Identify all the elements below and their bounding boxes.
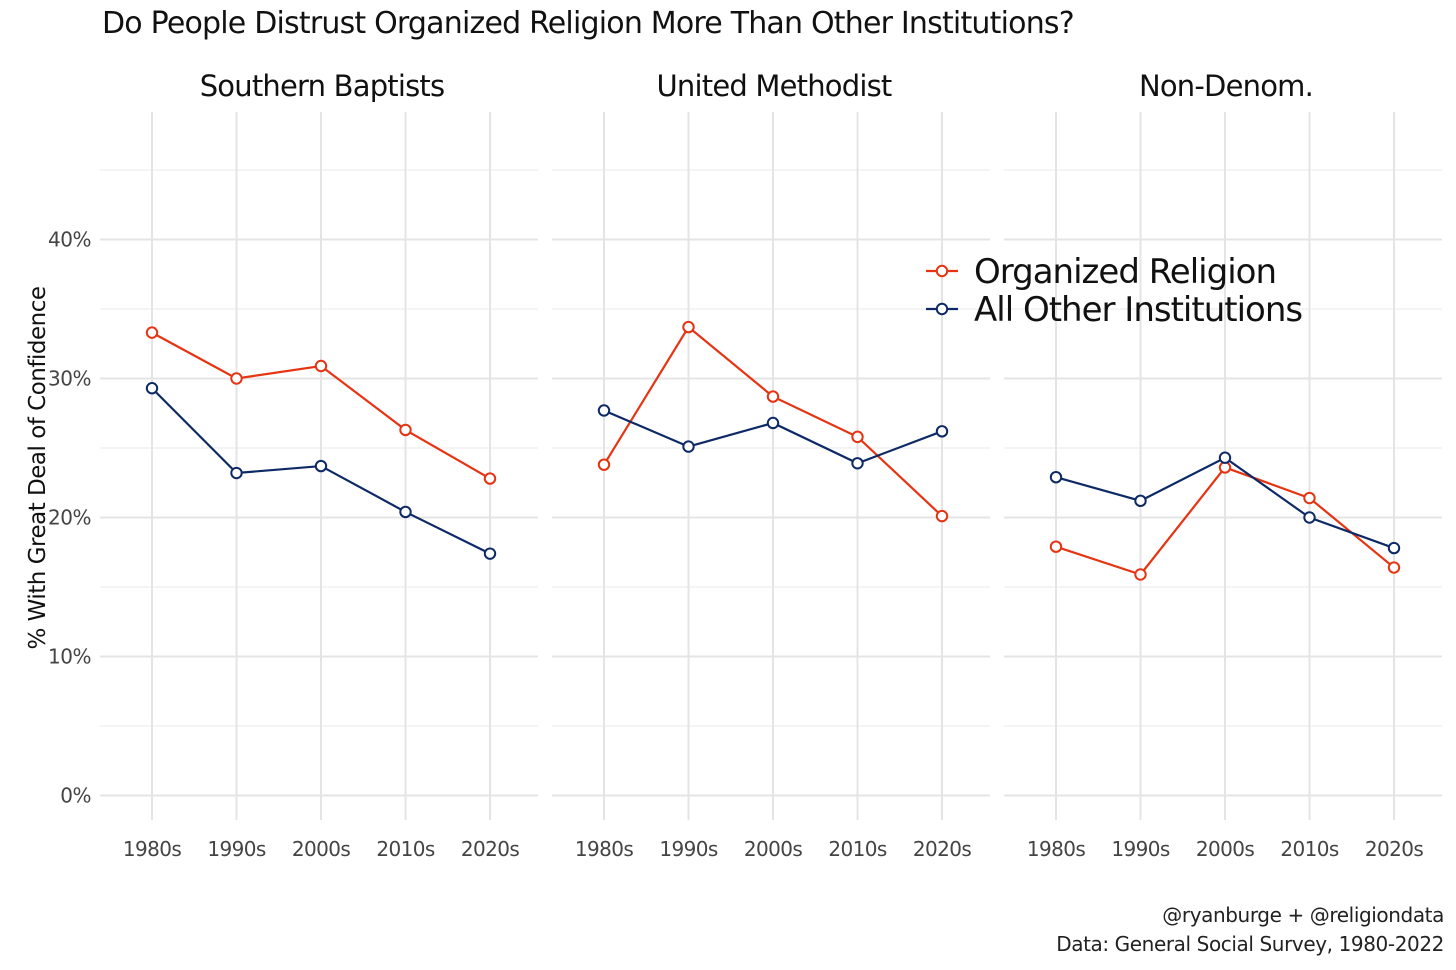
data-point	[1303, 491, 1316, 505]
y-tick-label: 0%	[60, 784, 91, 808]
data-point	[399, 505, 412, 519]
data-point	[1387, 541, 1401, 555]
data-point	[597, 404, 611, 417]
data-point	[230, 372, 243, 385]
data-point	[851, 457, 864, 470]
x-tick-label: 2000s	[1196, 837, 1254, 861]
data-point	[682, 440, 695, 453]
data-point	[314, 459, 328, 473]
chart-title: Do People Distrust Organized Religion Mo…	[102, 6, 1075, 41]
x-tick-label: 1990s	[1111, 837, 1169, 861]
y-tick-label: 30%	[48, 367, 91, 391]
data-point	[766, 390, 780, 403]
data-point	[851, 430, 864, 444]
x-tick-label: 1990s	[207, 837, 265, 861]
legend-label: Organized Religion	[974, 252, 1276, 292]
facet-label: Non-Denom.	[1139, 69, 1313, 103]
x-tick-label: 2000s	[292, 837, 350, 861]
data-point	[935, 425, 949, 438]
x-tick-label: 1980s	[1027, 837, 1085, 861]
x-tick-label: 2010s	[1280, 837, 1338, 861]
data-point	[399, 423, 412, 437]
data-point	[1218, 451, 1232, 464]
data-point	[145, 382, 159, 395]
data-point	[314, 359, 328, 373]
data-point	[483, 547, 497, 560]
data-point	[1387, 561, 1401, 574]
y-tick-label: 10%	[48, 645, 91, 669]
x-tick-label: 1990s	[659, 837, 717, 861]
data-point	[1049, 540, 1063, 553]
data-point	[1134, 568, 1147, 581]
data-point	[483, 472, 497, 485]
y-tick-label: 40%	[48, 228, 91, 252]
x-tick-label: 2020s	[1365, 837, 1423, 861]
x-tick-label: 2000s	[744, 837, 802, 861]
data-point	[935, 509, 949, 523]
data-point	[1303, 511, 1316, 524]
data-point	[682, 320, 695, 334]
legend-key-point	[935, 264, 949, 278]
caption-source: Data: General Social Survey, 1980-2022	[1056, 932, 1444, 956]
legend-key-point	[935, 302, 949, 316]
facet-label: United Methodist	[656, 69, 891, 103]
data-point	[597, 458, 611, 471]
facet-label: Southern Baptists	[200, 69, 445, 103]
x-tick-label: 1980s	[123, 837, 181, 861]
caption-credit: @ryanburge + @religiondata	[1162, 903, 1444, 927]
x-tick-label: 2020s	[461, 837, 519, 861]
data-point	[230, 466, 243, 480]
legend-label: All Other Institutions	[974, 290, 1302, 330]
x-tick-label: 2010s	[376, 837, 434, 861]
data-point	[1049, 470, 1063, 484]
data-point	[766, 416, 780, 430]
y-tick-label: 20%	[48, 506, 91, 530]
x-tick-label: 1980s	[575, 837, 633, 861]
x-tick-label: 2020s	[913, 837, 971, 861]
data-point	[145, 326, 159, 339]
x-tick-label: 2010s	[828, 837, 886, 861]
data-point	[1134, 494, 1147, 508]
